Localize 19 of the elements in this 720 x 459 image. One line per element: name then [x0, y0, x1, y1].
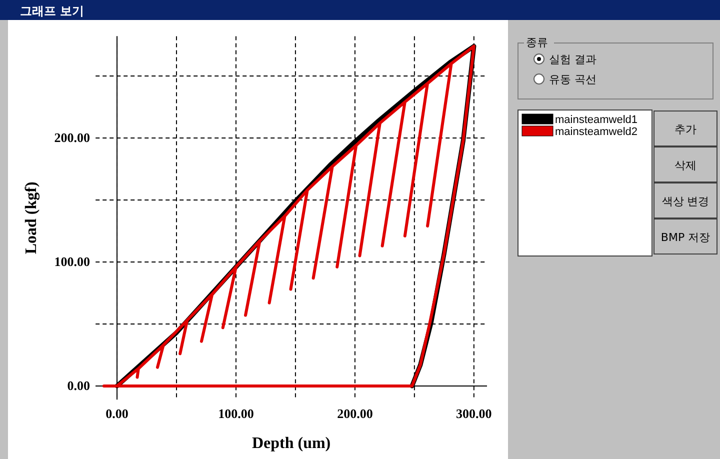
x-tick-label: 100.00 [218, 406, 254, 421]
x-axis-title: Depth (um) [252, 435, 331, 452]
y-tick-label: 100.00 [54, 254, 90, 269]
chart-title: 그래프 보기 [20, 4, 84, 18]
y-tick-label: 200.00 [54, 130, 90, 145]
x-tick-label: 200.00 [337, 406, 373, 421]
text: 추가 [674, 123, 696, 136]
x-tick-label: 300.00 [456, 406, 492, 421]
legend-label: mainsteamweld1 [555, 114, 638, 126]
text: 삭제 [674, 159, 696, 172]
legend-label: mainsteamweld2 [555, 126, 638, 138]
text: 유동 곡선 [549, 73, 596, 86]
y-axis-title: Load (kgf) [23, 182, 40, 254]
text: 색상 변경 [662, 195, 710, 208]
x-tick-label: 0.00 [106, 406, 128, 421]
y-tick-label: 0.00 [67, 378, 90, 393]
text: BMP 저장 [660, 231, 710, 244]
text: 실험 결과 [549, 53, 596, 66]
text: 종류 [526, 36, 548, 49]
